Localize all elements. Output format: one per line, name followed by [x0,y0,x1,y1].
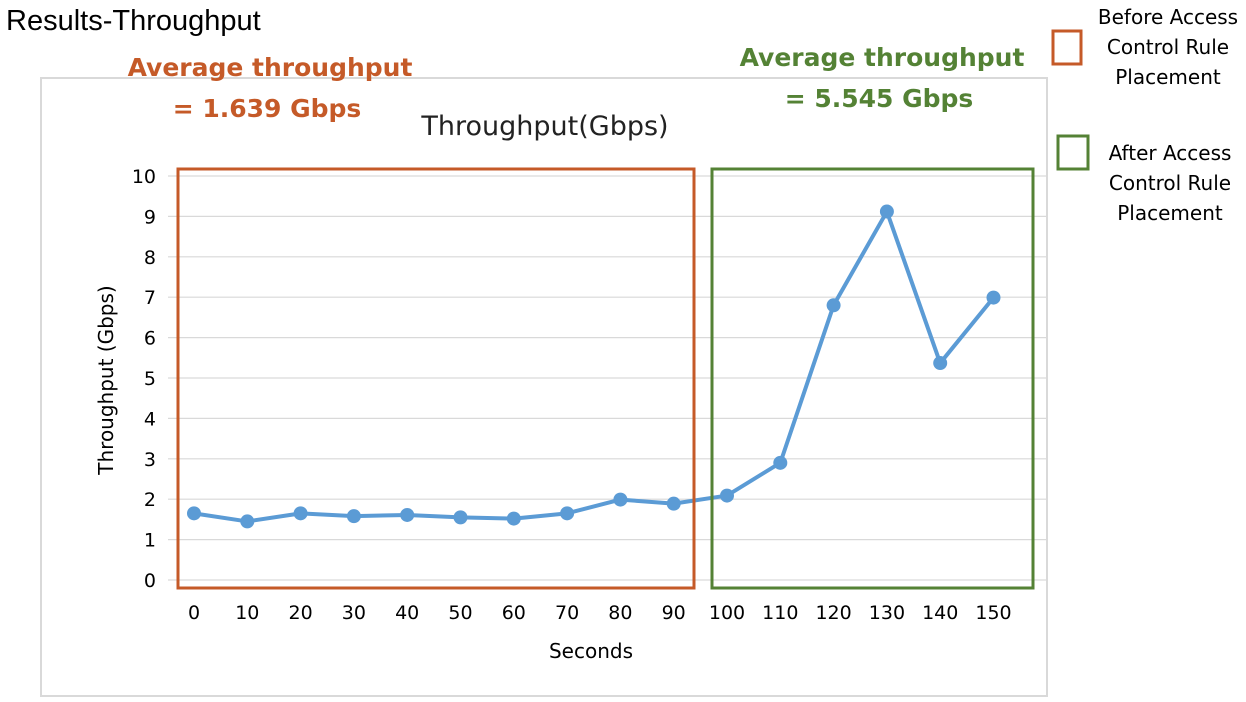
legend-after-swatch [1056,134,1090,171]
after-average-annotation: Average throughput = 5.545 Gbps [740,43,1025,113]
data-point [560,506,575,521]
data-point [293,506,308,521]
legend-before-line-3: Placement [1115,65,1221,89]
before-average-value: = 1.639 Gbps [173,94,362,123]
before-average-annotation: Average throughput = 1.639 Gbps [128,53,413,123]
x-tick-label: 150 [975,602,1011,624]
y-tick-label: 4 [144,408,156,430]
before-region-box [176,167,696,590]
y-tick-label: 2 [144,489,156,511]
data-point [986,290,1001,305]
after-average-value: = 5.545 Gbps [785,84,974,113]
y-tick-label: 1 [144,530,156,552]
x-tick-labels: 0 10 20 30 40 50 60 70 80 90 100 110 120 130 140 150 [188,602,1012,624]
legend-after-line-2: Control Rule [1109,171,1231,195]
y-tick-label: 5 [144,368,156,390]
chart-frame [40,77,1048,697]
data-point [666,496,681,511]
x-tick-label: 130 [869,602,905,624]
data-point [400,507,415,522]
y-tick-label: 3 [144,449,156,471]
series-line [193,209,996,524]
data-point [613,492,628,507]
data-point [933,356,948,371]
y-tick-label: 6 [144,328,156,350]
data-point [506,511,521,526]
y-tick-label: 8 [144,247,156,269]
y-tick-label: 7 [144,287,156,309]
slide-title: Results-Throughput [6,5,261,37]
gridlines [168,175,1047,581]
x-tick-label: 0 [188,602,200,624]
y-axis-label: Throughput (Gbps) [94,285,118,475]
legend-after-line-3: Placement [1117,201,1223,225]
data-point [879,204,894,219]
x-axis-label: Seconds [549,639,633,663]
data-point [240,514,255,529]
before-average-label: Average throughput [128,53,413,82]
legend-before-line-1: Before Access [1098,5,1238,29]
data-point [720,488,734,503]
legend: Before Access Control Rule Placement Aft… [1051,5,1238,225]
after-average-label: Average throughput [740,43,1025,72]
x-tick-label: 40 [395,602,419,624]
y-tick-label: 0 [144,570,156,592]
x-tick-label: 140 [922,602,958,624]
after-region-box [710,167,1035,590]
chart-title: Throughput(Gbps) [420,111,668,142]
y-tick-label: 10 [132,166,156,188]
x-tick-label: 110 [762,602,798,624]
x-tick-label: 80 [608,602,632,624]
x-tick-label: 70 [555,602,579,624]
x-tick-label: 30 [342,602,366,624]
y-tick-labels: 0 1 2 3 4 5 6 7 8 9 10 [132,166,156,592]
legend-before-line-2: Control Rule [1107,35,1229,59]
x-tick-label: 90 [662,602,686,624]
data-point [346,509,361,524]
data-point [773,455,788,470]
x-tick-label: 20 [289,602,313,624]
x-tick-label: 120 [815,602,851,624]
legend-before-swatch [1051,29,1083,66]
y-tick-label: 9 [144,206,156,228]
series-markers [187,204,1001,529]
data-point [453,510,468,525]
data-point [826,298,841,313]
x-tick-label: 50 [448,602,472,624]
x-tick-label: 60 [502,602,526,624]
data-point [187,506,201,521]
legend-after-line-1: After Access [1109,141,1232,165]
x-tick-label: 100 [709,602,745,624]
x-tick-label: 10 [235,602,259,624]
